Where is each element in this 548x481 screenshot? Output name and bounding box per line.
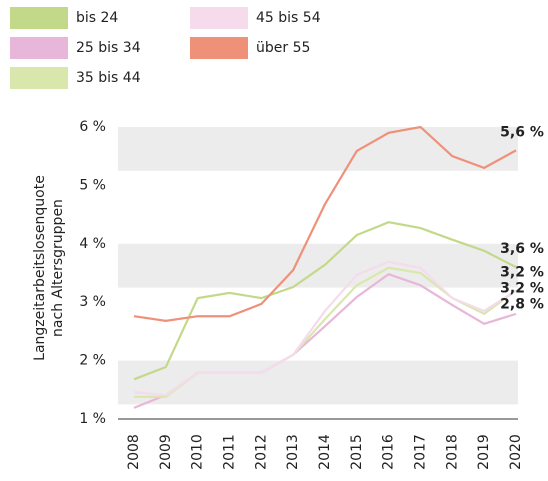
- legend-swatch: [10, 37, 68, 59]
- legend-label: 45 bis 54: [256, 10, 321, 26]
- line: [133, 221, 517, 381]
- y-axis-label: Langzeitarbeitslosenquote: [32, 175, 48, 361]
- legend-swatch: [190, 37, 248, 59]
- legend-label: 35 bis 44: [76, 70, 141, 86]
- grid-band: [118, 360, 518, 405]
- grid-band: [118, 243, 518, 288]
- legend-swatch: [190, 7, 248, 29]
- legend-swatch: [10, 7, 68, 29]
- legend-swatch: [10, 67, 68, 89]
- x-tick-label: 2008: [126, 434, 142, 470]
- line: [133, 125, 517, 322]
- x-tick-label: 2014: [317, 434, 333, 470]
- x-tick-label: 2010: [190, 434, 206, 470]
- y-axis-label: nach Altersgruppen: [50, 199, 66, 337]
- legend-label: bis 24: [76, 10, 118, 26]
- value-label: 3,2 %: [500, 281, 544, 297]
- x-tick-label: 2011: [222, 434, 238, 470]
- value-label: 3,6 %: [500, 241, 544, 257]
- x-tick-label: 2020: [508, 434, 524, 470]
- legend-label: 25 bis 34: [76, 40, 141, 56]
- y-tick-label: 2 %: [79, 353, 106, 369]
- value-label: 2,8 %: [500, 297, 544, 313]
- grid-band: [118, 127, 518, 171]
- y-tick-label: 4 %: [79, 236, 106, 252]
- legend-label: über 55: [256, 40, 310, 56]
- value-label: 5,6 %: [500, 124, 544, 140]
- line: [133, 260, 517, 397]
- x-tick-label: 2012: [253, 434, 269, 470]
- x-tick-label: 2019: [476, 434, 492, 470]
- x-tick-label: 2017: [413, 434, 429, 470]
- x-tick-label: 2016: [381, 434, 397, 470]
- y-tick-label: 1 %: [79, 411, 106, 427]
- y-tick-label: 3 %: [79, 294, 106, 310]
- x-tick-label: 2013: [285, 434, 301, 470]
- y-tick-label: 5 %: [79, 177, 106, 193]
- value-label: 3,2 %: [500, 265, 544, 281]
- x-tick-label: 2009: [158, 434, 174, 470]
- y-tick-label: 6 %: [79, 119, 106, 135]
- x-tick-label: 2015: [349, 434, 365, 470]
- x-tick-label: 2018: [444, 434, 460, 470]
